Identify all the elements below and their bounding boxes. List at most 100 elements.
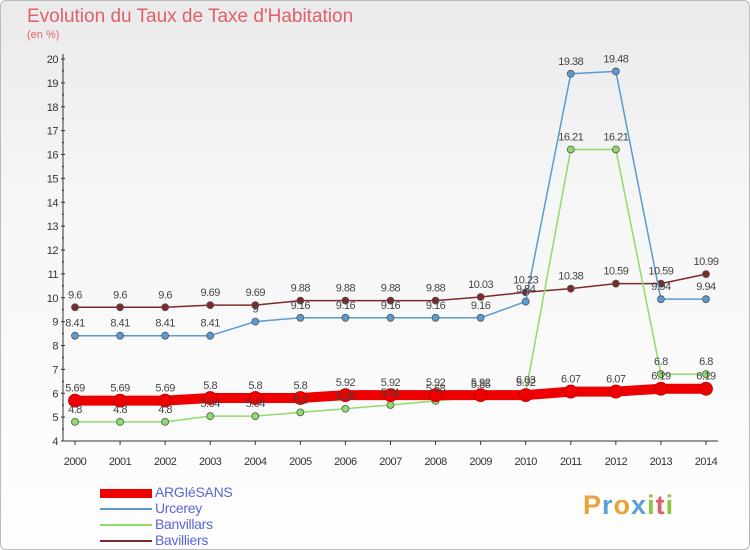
data-label: 5.04 <box>200 398 220 410</box>
data-label: 9.88 <box>426 283 446 295</box>
data-point <box>386 313 395 322</box>
data-point <box>566 284 575 293</box>
data-label: 10.03 <box>468 279 493 291</box>
data-point <box>296 313 305 322</box>
legend-label: Banvillars <box>155 516 213 532</box>
data-point <box>161 331 170 340</box>
legend-label: Urcerey <box>155 500 202 516</box>
data-point <box>161 417 170 426</box>
data-label: 8.41 <box>110 318 130 330</box>
y-tick-label: 9 <box>52 317 58 329</box>
data-label: 5.68 <box>426 383 446 395</box>
data-point <box>431 313 440 322</box>
y-tick-label: 16 <box>47 150 59 162</box>
data-label: 5.69 <box>110 383 130 395</box>
data-label: 5.92 <box>381 377 401 389</box>
data-point <box>251 317 260 326</box>
data-point <box>566 145 575 154</box>
legend-label: ARGIéSANS <box>155 484 233 500</box>
data-label: 5.69 <box>155 383 175 395</box>
data-label: 8.41 <box>65 318 85 330</box>
x-tick-label: 2011 <box>560 456 582 468</box>
data-point <box>116 331 124 340</box>
x-tick-label: 2012 <box>605 456 628 468</box>
x-tick-label: 2013 <box>650 456 673 468</box>
data-label: 9.69 <box>246 287 266 299</box>
data-label: 6.07 <box>606 374 626 386</box>
data-label: 10.38 <box>558 271 583 283</box>
data-point <box>611 145 620 154</box>
data-point <box>608 384 623 399</box>
data-point <box>428 388 443 403</box>
data-point <box>699 381 713 396</box>
data-point <box>158 393 173 408</box>
y-tick-label: 14 <box>47 197 59 209</box>
data-point <box>611 279 620 288</box>
data-label: 8.41 <box>200 318 220 330</box>
data-point <box>657 295 665 304</box>
y-tick-label: 12 <box>47 245 59 257</box>
data-label: 10.59 <box>603 266 628 278</box>
legend-swatch <box>100 488 152 498</box>
data-label: 10.23 <box>513 274 538 286</box>
data-point <box>386 401 395 409</box>
data-label: 5.85 <box>471 379 491 391</box>
data-label: 6.07 <box>561 374 581 386</box>
data-label: 5.92 <box>426 377 446 389</box>
y-tick-label: 18 <box>47 102 59 114</box>
data-point <box>71 303 79 312</box>
data-label: 5.8 <box>203 380 217 392</box>
data-point <box>654 381 668 396</box>
data-label: 5.8 <box>248 380 262 392</box>
y-tick-label: 20 <box>47 54 59 66</box>
y-tick-label: 6 <box>52 388 58 400</box>
data-label: 6.8 <box>654 356 668 368</box>
data-label: 5.2 <box>293 394 307 406</box>
data-point <box>657 370 665 379</box>
data-point <box>251 301 260 310</box>
x-tick-label: 2004 <box>244 456 267 468</box>
data-label: 9.16 <box>336 300 356 312</box>
data-point <box>206 301 215 310</box>
data-point <box>338 388 353 403</box>
data-label: 5.8 <box>293 380 307 392</box>
data-point <box>518 388 533 403</box>
data-point <box>248 391 263 405</box>
data-label: 9.94 <box>696 281 716 293</box>
data-label: 5.92 <box>336 377 356 389</box>
data-label: 5.35 <box>336 391 356 403</box>
data-point <box>476 293 485 301</box>
data-label: 9.88 <box>381 283 401 295</box>
data-label: 9.88 <box>291 283 311 295</box>
data-point <box>386 296 395 305</box>
legend-label: Bavilliers <box>155 532 209 548</box>
data-label: 5.92 <box>516 377 536 389</box>
data-point <box>251 412 260 421</box>
data-label: 4.8 <box>68 404 82 416</box>
y-tick-label: 8 <box>52 341 58 353</box>
data-label: 9.84 <box>516 284 536 296</box>
data-label: 4.8 <box>113 404 127 416</box>
data-point <box>521 297 530 306</box>
x-tick-label: 2001 <box>109 456 132 468</box>
data-point <box>341 296 350 305</box>
data-point <box>203 391 218 405</box>
logo-letter: i <box>647 490 656 520</box>
data-point <box>71 331 79 340</box>
data-point <box>293 391 308 405</box>
data-label: 9.94 <box>651 281 671 293</box>
data-point <box>476 313 485 322</box>
data-label: 9.6 <box>158 289 172 301</box>
data-label: 16.21 <box>558 131 583 143</box>
data-point <box>611 67 620 76</box>
data-point <box>71 417 79 426</box>
data-label: 5.04 <box>246 398 266 410</box>
x-tick-label: 2014 <box>695 456 718 468</box>
data-point <box>383 388 398 403</box>
data-point <box>113 393 127 408</box>
logo-letter: o <box>613 490 632 520</box>
proxiti-logo: Proxiti <box>583 490 674 521</box>
data-label: 6.03 <box>516 375 536 387</box>
